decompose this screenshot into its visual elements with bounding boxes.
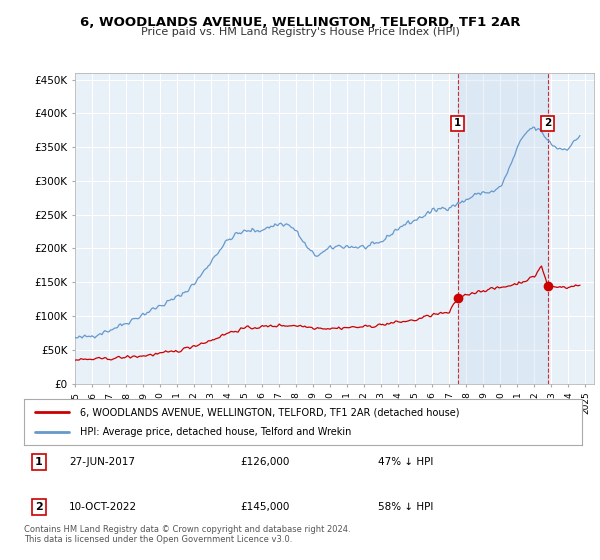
Text: 47% ↓ HPI: 47% ↓ HPI — [378, 457, 433, 467]
Text: 2: 2 — [35, 502, 43, 512]
Text: 6, WOODLANDS AVENUE, WELLINGTON, TELFORD, TF1 2AR (detached house): 6, WOODLANDS AVENUE, WELLINGTON, TELFORD… — [80, 407, 460, 417]
Text: Price paid vs. HM Land Registry's House Price Index (HPI): Price paid vs. HM Land Registry's House … — [140, 27, 460, 37]
Text: 27-JUN-2017: 27-JUN-2017 — [69, 457, 135, 467]
Text: 10-OCT-2022: 10-OCT-2022 — [69, 502, 137, 512]
Text: 1: 1 — [454, 119, 461, 128]
Text: 6, WOODLANDS AVENUE, WELLINGTON, TELFORD, TF1 2AR: 6, WOODLANDS AVENUE, WELLINGTON, TELFORD… — [80, 16, 520, 29]
Text: 1: 1 — [35, 457, 43, 467]
Text: £126,000: £126,000 — [240, 457, 289, 467]
Text: HPI: Average price, detached house, Telford and Wrekin: HPI: Average price, detached house, Telf… — [80, 427, 351, 437]
Text: £145,000: £145,000 — [240, 502, 289, 512]
Text: 2: 2 — [544, 119, 551, 128]
Text: 58% ↓ HPI: 58% ↓ HPI — [378, 502, 433, 512]
Text: Contains HM Land Registry data © Crown copyright and database right 2024.
This d: Contains HM Land Registry data © Crown c… — [24, 525, 350, 544]
Bar — [458, 73, 548, 384]
